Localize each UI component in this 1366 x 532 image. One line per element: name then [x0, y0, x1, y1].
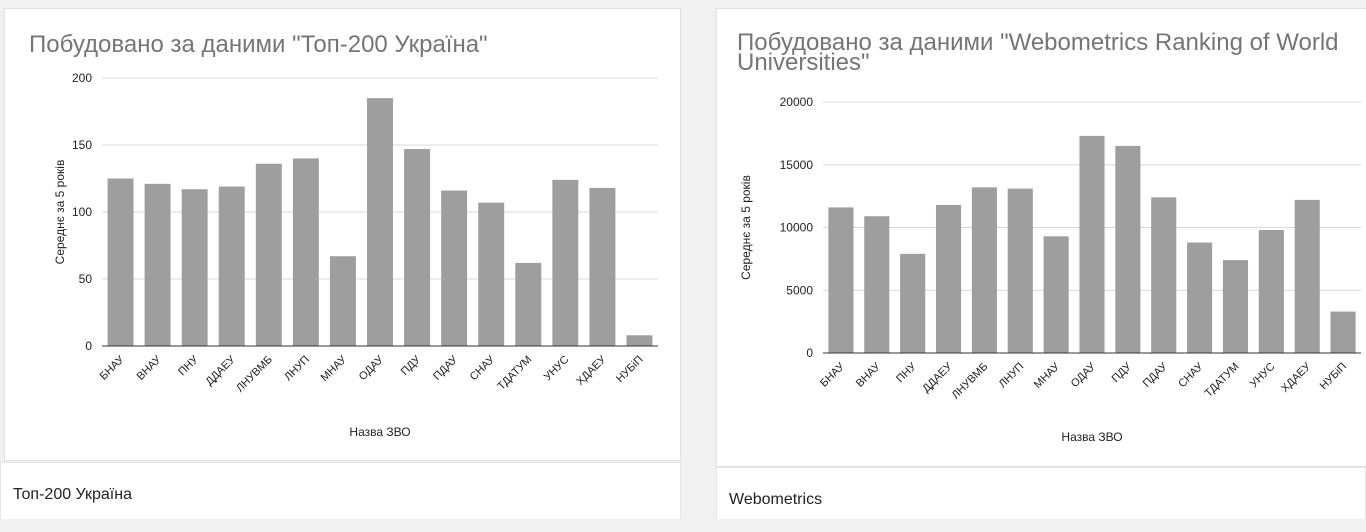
bar-ТДАТУМ — [1222, 260, 1249, 353]
chart-title: Побудовано за даними "Webometrics Rankin… — [737, 29, 1339, 76]
x-tick-label: УНУС — [542, 354, 572, 384]
bar-БНАУ — [107, 178, 134, 346]
bar-НУБіП — [1330, 311, 1356, 353]
bar-ТДАТУМ — [515, 262, 542, 346]
bar-ХДАЕУ — [589, 187, 616, 346]
x-tick-label: ТДАТУМ — [1203, 361, 1242, 400]
bar-ЛНУП — [1007, 188, 1033, 353]
x-tick-label: ПНУ — [894, 360, 919, 385]
bar-УНУС — [1258, 230, 1284, 353]
y-tick-label: 5000 — [786, 283, 813, 297]
x-tick-label: БНАУ — [98, 353, 128, 383]
x-tick-label: МНАУ — [1032, 360, 1063, 391]
x-tick-label: ЛНУП — [282, 354, 312, 384]
caption-webometrics: Webometrics — [716, 467, 1366, 519]
y-axis-label: Середнє за 5 років — [53, 160, 67, 265]
bar-ПДУ — [1115, 145, 1141, 353]
bar-ПНУ — [900, 253, 926, 353]
bar-ОДАУ — [367, 98, 393, 346]
y-tick-label: 0 — [806, 346, 813, 360]
bar-ПНУ — [181, 189, 208, 346]
x-axis-label: Назва ЗВО — [1061, 430, 1122, 444]
x-tick-label: ХДАЕУ — [574, 353, 609, 388]
bar-ЛНУВМБ — [971, 187, 997, 353]
chart-card-webometrics: Побудовано за даними "Webometrics Rankin… — [716, 8, 1366, 467]
x-tick-label: ВНАУ — [135, 353, 165, 383]
bar-ПДУ — [404, 149, 431, 346]
x-tick-label: ХДАЕУ — [1279, 360, 1314, 395]
x-tick-label: БНАУ — [818, 360, 848, 390]
x-tick-label: ЛНУП — [997, 361, 1027, 391]
bar-ДДАЕУ — [218, 186, 245, 346]
y-tick-label: 50 — [79, 272, 93, 286]
y-tick-label: 10000 — [780, 221, 814, 235]
bar-ЛНУВМБ — [255, 163, 282, 346]
x-tick-label: ПДАУ — [1141, 360, 1171, 390]
bar-МНАУ — [329, 256, 356, 346]
x-tick-label: УНУС — [1248, 361, 1278, 391]
bar-НУБіП — [626, 335, 653, 346]
y-tick-label: 150 — [72, 138, 92, 152]
bar-ВНАУ — [864, 216, 890, 353]
x-tick-label: ТДАТУМ — [495, 354, 534, 393]
x-tick-label: МНАУ — [319, 353, 350, 384]
x-tick-label: ПДУ — [1110, 360, 1135, 385]
x-tick-label: ЛНУВМБ — [234, 354, 275, 395]
y-tick-label: 0 — [85, 339, 92, 353]
y-tick-label: 100 — [72, 205, 92, 219]
x-tick-label: ВНАУ — [854, 360, 884, 390]
bar-ВНАУ — [144, 183, 171, 346]
y-tick-label: 200 — [72, 71, 92, 85]
chart-card-top200: Побудовано за даними "Топ-200 Україна" 0… — [4, 8, 681, 461]
x-tick-label: НУБіП — [614, 354, 646, 386]
x-tick-label: ОДАУ — [1069, 360, 1099, 390]
x-tick-label: НУБіП — [1318, 361, 1350, 393]
x-tick-label: СНАУ — [1176, 360, 1206, 390]
y-axis-label: Середнє за 5 років — [739, 175, 753, 280]
bar-ЛНУП — [292, 158, 319, 346]
x-tick-label: ДДАЕУ — [204, 353, 239, 388]
x-tick-label: СНАУ — [468, 353, 498, 383]
bar-chart-webometrics: 0 5000 10000 15000 20000 БНАУ ВНАУ ПНУ ДДАЕУЛНУВ… — [739, 95, 1361, 444]
x-tick-label: ПДУ — [399, 353, 424, 378]
bar-ДДАЕУ — [935, 204, 962, 353]
x-axis-label: Назва ЗВО — [349, 425, 410, 439]
bar-СНАУ — [478, 202, 505, 346]
bar-ПДАУ — [441, 190, 468, 346]
bar-БНАУ — [828, 207, 854, 353]
y-tick-label: 20000 — [780, 95, 814, 109]
bar-ХДАЕУ — [1294, 199, 1320, 353]
bar-ПДАУ — [1151, 197, 1177, 353]
x-tick-label: ПНУ — [176, 353, 201, 378]
x-tick-label: ПДАУ — [431, 353, 461, 383]
bar-ОДАУ — [1079, 135, 1105, 353]
x-tick-label: ОДАУ — [357, 353, 387, 383]
x-tick-label: ДДАЕУ — [920, 360, 955, 395]
bar-УНУС — [552, 179, 579, 346]
bar-МНАУ — [1043, 236, 1069, 353]
caption-top200: Топ-200 Україна — [0, 462, 681, 519]
y-tick-label: 15000 — [780, 158, 814, 172]
bar-СНАУ — [1187, 242, 1213, 353]
x-tick-label: ЛНУВМБ — [950, 361, 991, 402]
chart-title: Побудовано за даними "Топ-200 Україна" — [29, 31, 488, 58]
